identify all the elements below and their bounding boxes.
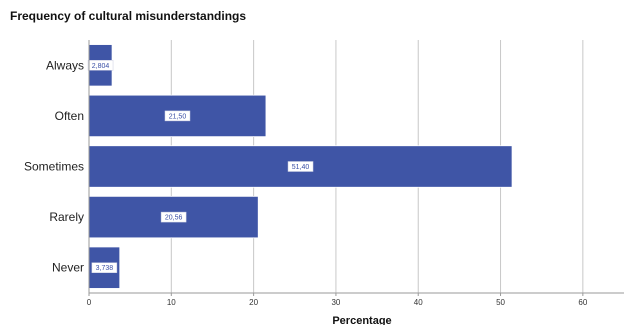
x-tick-label: 50: [496, 298, 505, 307]
x-tick-label: 30: [331, 298, 340, 307]
category-label: Sometimes: [24, 160, 84, 174]
category-label: Always: [46, 58, 84, 72]
data-label-box: [160, 211, 187, 223]
data-labels: 2,804 21,50 51,40 20,56 3,738: [87, 60, 314, 273]
data-label: 2,804: [92, 63, 110, 70]
data-label-box: [164, 110, 191, 122]
data-label: 3,738: [96, 265, 114, 272]
category-labels: Always Often Sometimes Rarely Never: [24, 58, 84, 274]
x-tick-label: 60: [578, 298, 587, 307]
data-label: 21,50: [169, 113, 187, 120]
category-label: Often: [55, 109, 84, 123]
data-label-box: [287, 161, 314, 172]
data-label-box: [87, 60, 114, 71]
category-label: Never: [52, 261, 84, 275]
data-label-box: [91, 262, 118, 273]
x-tick-labels: 0 10 20 30 40 50 60: [87, 293, 588, 307]
x-axis-title: Percentage: [332, 315, 391, 325]
x-tick-label: 0: [87, 298, 92, 307]
category-label: Rarely: [49, 210, 84, 224]
data-label: 51,40: [292, 164, 310, 171]
data-label: 20,56: [165, 215, 183, 222]
x-tick-label: 40: [414, 298, 423, 307]
x-tick-label: 10: [167, 298, 176, 307]
chart-title: Frequency of cultural misunderstandings: [10, 9, 247, 23]
x-tick-label: 20: [249, 298, 258, 307]
